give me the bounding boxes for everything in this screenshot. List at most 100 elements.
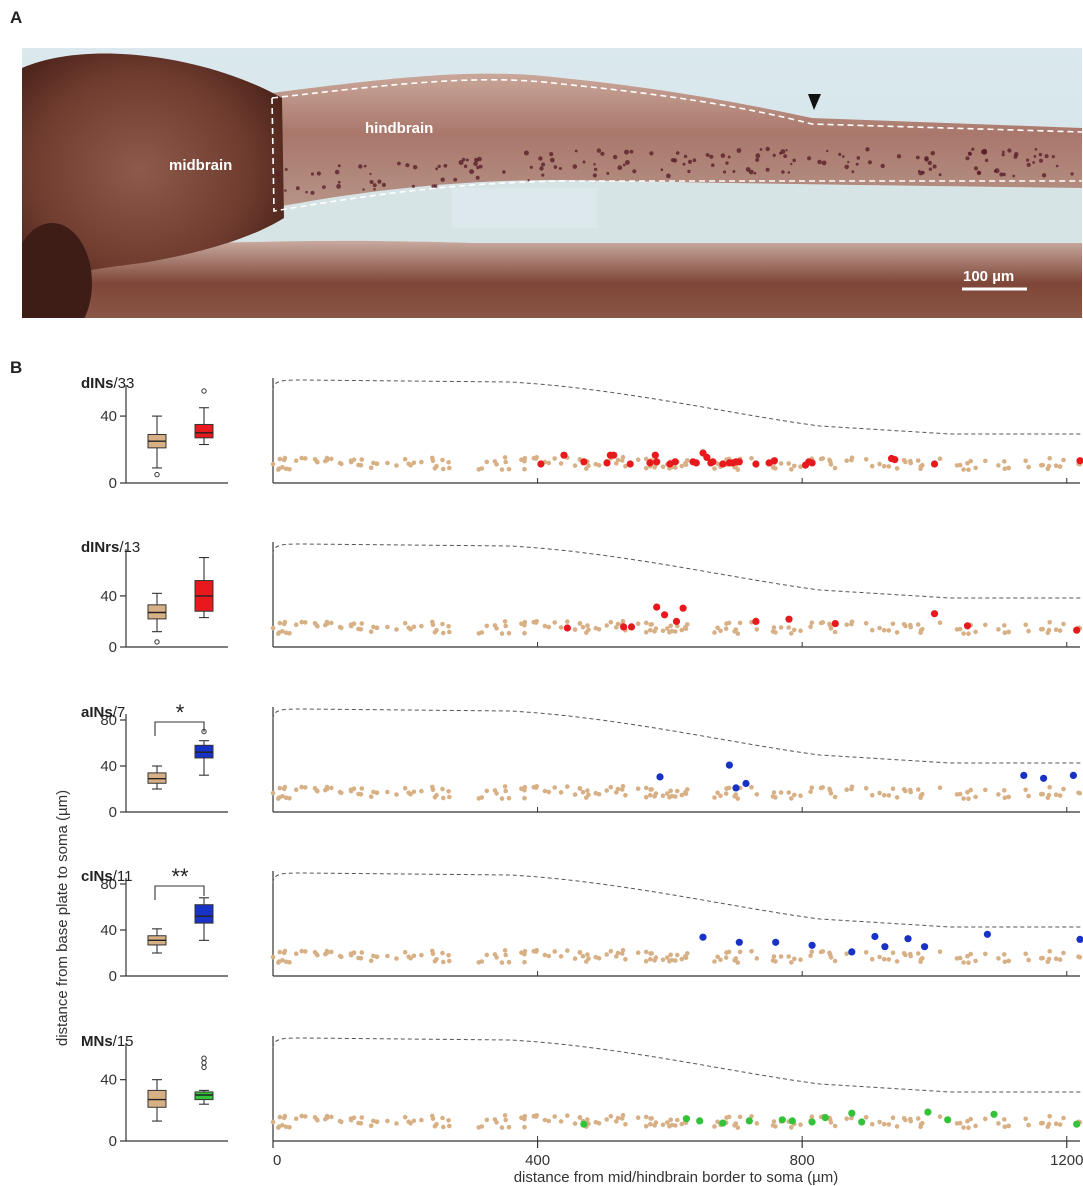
background-neuron — [673, 1123, 678, 1128]
background-neuron — [324, 948, 330, 954]
background-neuron — [615, 621, 621, 627]
background-neuron — [586, 463, 591, 469]
background-neuron — [643, 1123, 649, 1129]
background-neuron — [798, 1122, 803, 1127]
nucleus-mark — [965, 156, 970, 161]
background-neuron — [973, 794, 978, 800]
labelled-neuron — [719, 1119, 727, 1127]
background-neuron — [604, 623, 609, 628]
nucleus-mark — [1002, 172, 1006, 177]
background-neuron — [733, 792, 739, 797]
background-neuron — [1053, 956, 1059, 961]
background-neuron — [653, 955, 659, 960]
nucleus-mark — [821, 160, 827, 166]
background-neuron — [643, 785, 649, 791]
background-neuron — [1053, 463, 1059, 469]
background-neuron — [1002, 1124, 1008, 1130]
background-neuron — [359, 1115, 365, 1120]
nucleus-mark — [670, 158, 676, 163]
background-neuron — [653, 626, 659, 631]
labelled-neuron — [537, 460, 545, 468]
nucleus-mark — [1001, 153, 1005, 157]
background-neuron — [996, 463, 1001, 468]
background-neuron — [827, 952, 833, 957]
background-neuron — [282, 1113, 288, 1119]
background-neuron — [385, 953, 390, 959]
background-neuron — [961, 467, 966, 472]
background-neuron — [408, 956, 413, 961]
labelled-neuron — [772, 938, 780, 946]
background-neuron — [635, 786, 641, 791]
labelled-neuron — [1069, 771, 1077, 780]
background-neuron — [1047, 620, 1052, 625]
background-neuron — [669, 628, 675, 634]
background-neuron — [446, 1118, 451, 1123]
nucleus-mark — [363, 164, 367, 168]
background-neuron — [643, 794, 649, 800]
background-neuron — [402, 949, 408, 955]
background-neuron — [789, 467, 794, 472]
background-neuron — [608, 619, 614, 625]
nucleus-mark — [826, 149, 829, 153]
nucleus-mark — [727, 155, 731, 159]
background-neuron — [733, 956, 739, 961]
labelled-neuron — [732, 784, 740, 792]
background-neuron — [886, 793, 892, 798]
background-neuron — [593, 1119, 599, 1125]
nucleus-mark — [971, 147, 975, 151]
background-neuron — [1002, 630, 1008, 636]
background-neuron — [894, 466, 900, 471]
nucleus-mark — [476, 165, 480, 170]
background-neuron — [293, 1116, 299, 1121]
background-neuron — [502, 948, 508, 953]
background-neuron — [374, 1119, 380, 1125]
background-neuron — [1002, 623, 1007, 628]
background-neuron — [492, 952, 498, 957]
cell-type-label: cINs/11 — [81, 868, 132, 885]
background-neuron — [585, 623, 590, 628]
background-neuron — [770, 794, 776, 799]
background-neuron — [623, 1122, 628, 1127]
hindbrain-outline — [272, 1037, 1083, 1093]
scale-bar-label: 100 µm — [963, 268, 1014, 285]
background-neuron — [792, 463, 797, 469]
background-neuron — [276, 466, 282, 471]
background-neuron — [901, 458, 907, 463]
background-neuron — [1053, 792, 1059, 797]
labelled-neuron — [745, 1117, 753, 1125]
background-neuron — [771, 625, 777, 630]
x-tick-label: 400 — [525, 1152, 550, 1169]
background-neuron — [901, 787, 907, 792]
background-neuron — [798, 628, 803, 633]
background-neuron — [961, 796, 966, 801]
background-neuron — [276, 795, 282, 800]
background-neuron — [881, 1121, 887, 1127]
background-neuron — [533, 1114, 539, 1119]
background-neuron — [577, 621, 583, 626]
background-neuron — [973, 629, 978, 635]
background-neuron — [614, 625, 619, 630]
background-neuron — [660, 793, 666, 799]
background-neuron — [1040, 955, 1045, 961]
labelled-box-outlier — [201, 1060, 207, 1066]
nucleus-mark — [593, 167, 598, 172]
background-neuron — [915, 622, 921, 627]
background-neuron — [965, 460, 970, 466]
background-neuron — [809, 620, 815, 625]
nucleus-mark — [1055, 164, 1059, 168]
background-neuron — [683, 790, 688, 795]
background-neuron — [408, 1121, 413, 1126]
background-neuron — [789, 1125, 794, 1130]
micrograph: midbrain hindbrain 100 µm — [22, 48, 1082, 318]
background-neuron — [441, 1124, 446, 1130]
nucleus-mark — [475, 175, 480, 180]
background-box-outlier — [154, 471, 160, 478]
background-neuron — [484, 952, 490, 958]
background-neuron — [1057, 1122, 1063, 1127]
background-neuron — [983, 1116, 988, 1122]
nucleus-mark — [755, 153, 761, 159]
nucleus-mark — [675, 151, 680, 155]
background-neuron — [385, 624, 390, 630]
